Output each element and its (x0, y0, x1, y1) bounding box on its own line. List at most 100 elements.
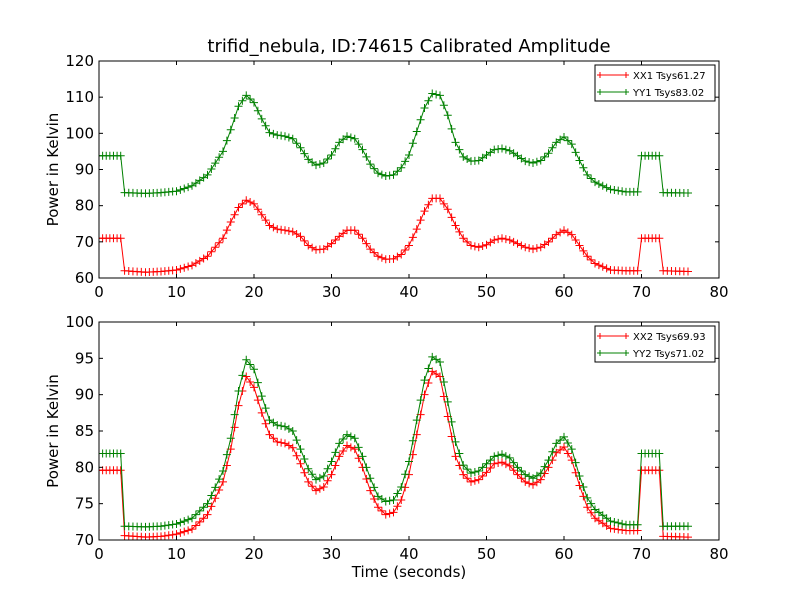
series-marker (598, 262, 607, 271)
series-marker (242, 91, 251, 100)
series-marker (579, 246, 588, 255)
series-marker (160, 521, 169, 530)
series-marker (618, 187, 627, 196)
x-tick-label: 0 (94, 545, 104, 563)
series-marker (265, 430, 274, 439)
series-marker (273, 225, 282, 234)
y-tick-label: 110 (65, 88, 94, 106)
series-marker (374, 503, 382, 512)
series-marker (385, 496, 394, 505)
legend-box (594, 325, 716, 363)
series-marker (412, 127, 421, 136)
series-marker (164, 531, 173, 540)
series-marker (459, 461, 468, 470)
series-marker (296, 232, 305, 241)
series-marker (463, 474, 472, 483)
series-marker (300, 454, 309, 463)
series-marker (343, 132, 351, 141)
series-marker (215, 238, 224, 247)
series-marker (238, 371, 247, 380)
series-marker (222, 226, 231, 235)
series-marker (168, 520, 177, 529)
series-marker (505, 453, 514, 462)
series-marker (157, 532, 165, 540)
series-marker (350, 134, 359, 143)
series-marker (397, 482, 406, 491)
series-marker (455, 145, 464, 154)
series-marker (575, 481, 584, 490)
series-marker (366, 160, 375, 169)
series-marker (230, 113, 239, 122)
series-marker (180, 517, 189, 526)
series-marker (540, 152, 549, 161)
series-marker (180, 527, 189, 536)
series-marker (501, 452, 510, 461)
series-marker (312, 161, 320, 170)
series-marker (428, 89, 437, 98)
series-marker (331, 448, 340, 457)
chart-title: trifid_nebula, ID:74615 Calibrated Ampli… (207, 36, 610, 57)
series-marker (319, 482, 328, 491)
series-marker (470, 242, 479, 251)
chart-2: 0 10 20 30 40 50 60 70 80 70 75 80 85 90 95 100 Power in… (44, 313, 729, 581)
series-marker (505, 461, 514, 470)
series-marker (374, 169, 382, 178)
series-marker (246, 94, 255, 103)
series-marker (354, 140, 363, 149)
series-marker (184, 526, 193, 535)
series-marker (655, 234, 664, 243)
series-marker (525, 479, 534, 488)
series-marker (416, 115, 425, 124)
series-marker (521, 470, 530, 479)
series-marker (529, 158, 537, 167)
series-marker (455, 227, 464, 236)
series-marker (517, 241, 526, 250)
series-marker (354, 230, 363, 239)
series-marker (312, 486, 320, 495)
legend-swatch-marker (597, 333, 629, 339)
series-marker (277, 225, 286, 234)
series-marker (366, 486, 375, 495)
series-marker (544, 456, 553, 465)
series-marker (308, 482, 317, 491)
series-marker (439, 199, 448, 208)
y-tick-label: 90 (75, 386, 94, 404)
series-marker (501, 460, 510, 469)
series-marker (498, 458, 506, 467)
series-marker (498, 144, 506, 153)
x-tick-label: 40 (399, 283, 418, 301)
series-marker (579, 163, 588, 172)
y-tick-label: 100 (65, 124, 94, 142)
series-marker (238, 199, 247, 208)
series-marker (288, 443, 297, 452)
series-marker (273, 437, 282, 446)
series-marker (439, 101, 448, 110)
series-marker (490, 452, 499, 461)
series-marker (300, 468, 309, 477)
series-marker (459, 470, 468, 479)
series-marker (610, 186, 619, 195)
series-layer (99, 89, 692, 277)
series-marker (203, 252, 212, 261)
series-marker (521, 157, 530, 166)
x-tick-label: 30 (322, 545, 341, 563)
series-marker (606, 185, 615, 194)
series-marker (560, 442, 568, 451)
series-marker (246, 360, 255, 369)
series-marker (655, 466, 664, 475)
y-tick-label: 100 (65, 313, 94, 331)
series-marker (505, 236, 514, 245)
series-marker (191, 510, 200, 519)
series-marker (587, 508, 596, 517)
series-marker (265, 128, 274, 137)
series-marker (273, 131, 282, 140)
x-tick-label: 60 (554, 283, 573, 301)
series-marker (253, 106, 262, 115)
series-marker (494, 458, 503, 467)
series-marker (304, 477, 313, 486)
series-marker (172, 187, 181, 196)
series-marker (211, 483, 220, 492)
series-marker (362, 463, 371, 472)
series-marker (346, 443, 355, 452)
y-tick-label: 70 (75, 233, 94, 251)
